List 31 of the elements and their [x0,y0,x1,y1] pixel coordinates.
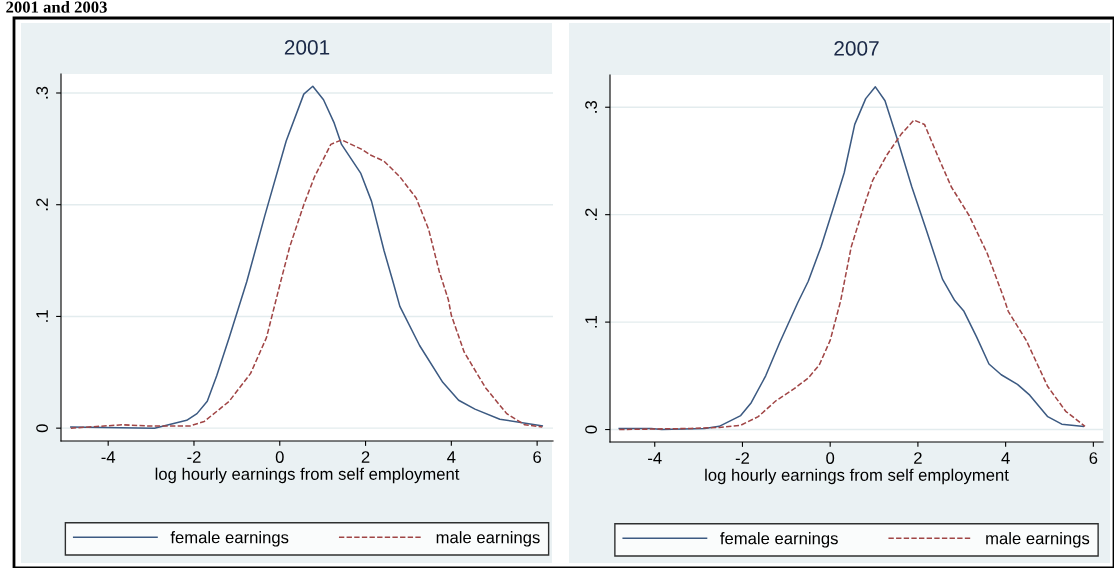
chart-title: 2001 [284,40,330,55]
y-tick-label: .1 [585,315,597,328]
legend-label: female earnings [170,531,289,547]
legend-label: male earnings [986,532,1090,548]
line-series [70,139,544,429]
y-tick-label: .2 [36,198,48,211]
x-tick-label: 0 [275,451,284,463]
x-tick-label: 0 [826,452,835,464]
y-tick-label: 0 [585,425,597,434]
x-tick-label: 2 [361,451,370,463]
legend-label: male earnings [436,531,540,547]
x-tick-label: -2 [187,451,201,463]
x-tick-label: -4 [648,452,662,464]
line-series [70,85,544,429]
y-tick-label: .3 [36,86,48,99]
x-tick-label: 4 [447,451,456,463]
y-tick-label: .1 [36,310,48,322]
x-tick-label: 6 [533,451,542,463]
x-tick-label: 6 [1089,452,1098,464]
y-tick-label: .3 [585,101,597,113]
x-tick-label: -2 [735,452,750,464]
x-axis-title: log hourly earnings from self employment [155,467,460,484]
chart-title: 2007 [834,41,879,56]
x-tick-label: 4 [1001,452,1010,464]
legend-label: female earnings [720,532,838,548]
y-tick-label: 0 [36,424,48,433]
y-tick-label: .2 [585,208,597,221]
x-axis-title: log hourly earnings from self employment [705,468,1009,485]
x-tick-label: -4 [101,451,116,463]
text: 2001 and 2003 [6,1,107,13]
x-tick-label: 2 [914,452,922,464]
